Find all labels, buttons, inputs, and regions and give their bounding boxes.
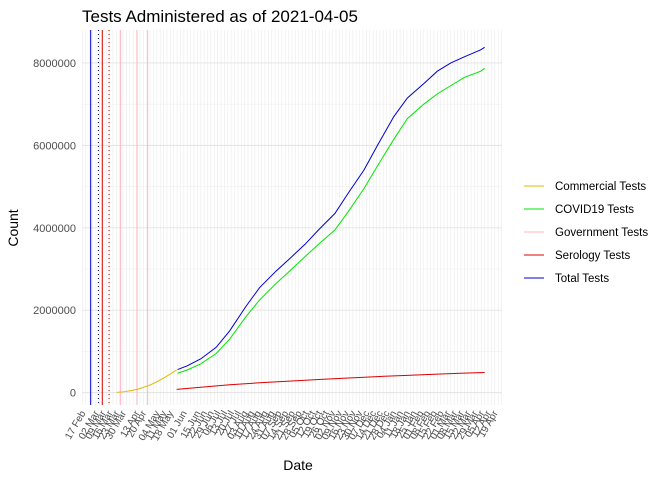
series-line-covid19-tests	[177, 67, 485, 374]
legend-label: Serology Tests	[555, 250, 630, 262]
y-tick-label: 4000000	[33, 223, 76, 235]
y-tick-label: 8000000	[33, 58, 76, 70]
x-axis-label: Date	[283, 457, 313, 473]
y-tick-label: 2000000	[33, 305, 76, 317]
series-line-commercial-tests	[116, 369, 177, 393]
series-line-serology-tests	[176, 371, 485, 390]
legend-label: Government Tests	[555, 227, 648, 239]
legend: Commercial Tests COVID19 Tests Government …	[524, 181, 648, 285]
y-tick-label: 0	[70, 388, 76, 400]
chart-marks	[90, 30, 485, 405]
legend-label: Total Tests	[555, 273, 609, 285]
y-axis-label: Count	[5, 209, 21, 246]
y-tick-label: 6000000	[33, 140, 76, 152]
legend-label: Commercial Tests	[555, 181, 646, 193]
y-axis: 0 2000000 4000000 6000000 8000000	[33, 58, 76, 400]
chart-title: Tests Administered as of 2021-04-05	[82, 7, 358, 26]
grid	[82, 30, 502, 405]
legend-label: COVID19 Tests	[555, 204, 634, 216]
series-line-total-tests	[177, 46, 485, 371]
